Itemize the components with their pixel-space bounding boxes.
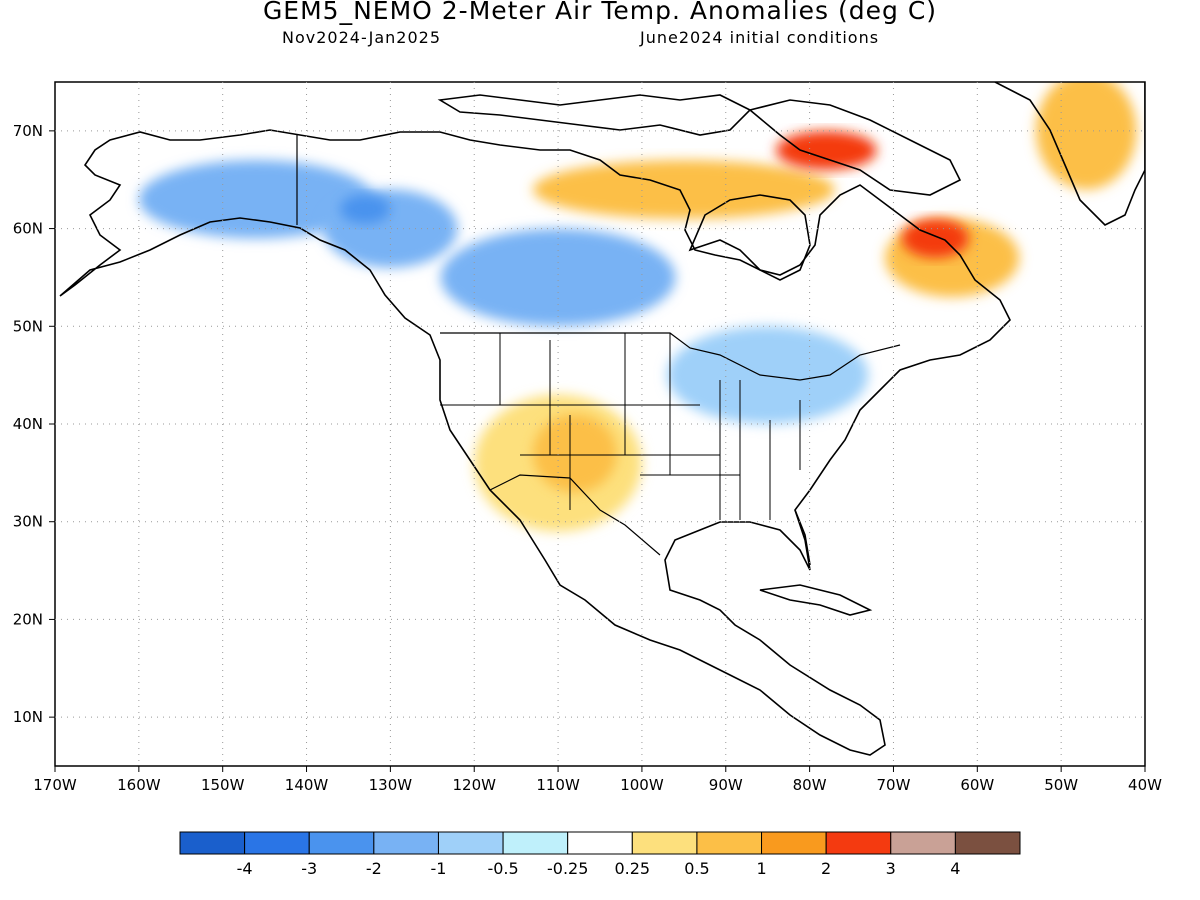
lat-label: 60N [13, 220, 43, 238]
colorbar-swatch [373, 831, 439, 855]
colorbar-label: -1 [430, 859, 446, 878]
lon-label: 50W [1044, 776, 1078, 794]
colorbar-label: -4 [237, 859, 253, 878]
lat-label: 40N [13, 415, 43, 433]
canada-us-border [440, 332, 901, 381]
lon-label: 80W [793, 776, 827, 794]
colorbar-label: 3 [886, 859, 896, 878]
lat-label: 20N [13, 610, 43, 628]
colorbar-swatch [631, 831, 698, 855]
anomaly-region-alaska-yukon-cold [138, 160, 374, 239]
colorbar-swatch [502, 831, 569, 855]
lon-label: 130W [369, 776, 413, 794]
axis-labels: 170W 160W 150W 140W 130W 120W 110W 100W 90W 80W 70… [13, 122, 1162, 794]
colorbar-label: 4 [950, 859, 960, 878]
colorbar-swatch [761, 831, 827, 855]
cuba-coastline [759, 584, 873, 616]
lon-label: 90W [709, 776, 743, 794]
north-america-coastline [59, 129, 1011, 756]
baffin-coastline [748, 99, 962, 196]
lat-label: 70N [13, 122, 43, 140]
lon-label: 150W [201, 776, 245, 794]
colorbar-label: -2 [366, 859, 382, 878]
graticule [49, 82, 1146, 772]
colorbar-swatch [308, 831, 375, 855]
colorbar-swatch [890, 831, 956, 855]
colorbar-swatch [244, 831, 310, 855]
lat-label: 50N [13, 317, 43, 335]
forecast-period: Nov2024-Jan2025 [282, 28, 441, 47]
colorbar-label: 2 [821, 859, 831, 878]
colorbar-label: 1 [756, 859, 766, 878]
anomaly-region-canada-arctic-warm [532, 160, 835, 219]
colorbar-label: -0.25 [547, 859, 588, 878]
map-title: GEM5_NEMO 2-Meter Air Temp. Anomalies (d… [262, 0, 938, 25]
lon-label: 160W [117, 776, 161, 794]
colorbar-swatch [696, 831, 763, 855]
colorbar-label: -3 [301, 859, 317, 878]
anomaly-region-greenland-warm [1036, 82, 1137, 190]
lon-label: 70W [877, 776, 911, 794]
colorbar-swatch [437, 831, 504, 855]
lat-label: 30N [13, 513, 43, 531]
initial-conditions: June2024 initial conditions [640, 28, 880, 47]
greenland-coastline [994, 82, 1145, 226]
lon-label: 40W [1128, 776, 1162, 794]
anomaly-shading [138, 82, 1137, 532]
lon-label: 170W [33, 776, 77, 794]
lon-label: 120W [452, 776, 496, 794]
lon-label: 140W [285, 776, 329, 794]
coastlines [59, 82, 1145, 756]
lon-label: 60W [960, 776, 994, 794]
us-mexico-border [489, 474, 661, 556]
anomaly-region-yukon-core-cold [340, 194, 391, 224]
anomaly-region-great-lakes-cool [667, 326, 869, 424]
arctic-islands [437, 94, 752, 136]
anomaly-region-prairies-cold [440, 228, 676, 327]
colorbar-swatch [825, 831, 892, 855]
colorbar-swatch [179, 831, 246, 855]
colorbar-label: 0.5 [684, 859, 709, 878]
colorbar-label: 0.25 [614, 859, 650, 878]
anomaly-region-four-corners-warm [532, 414, 617, 493]
colorbar-swatch [954, 831, 1021, 855]
colorbar-swatch [567, 831, 633, 855]
lon-label: 100W [620, 776, 664, 794]
colorbar: -4 -3 -2 -1 -0.5 -0.25 0.25 0.5 1 2 3 4 [179, 831, 1021, 878]
anomaly-region-baffin-hot [776, 130, 877, 170]
lat-label: 10N [13, 708, 43, 726]
state-borders [440, 333, 801, 520]
lon-label: 110W [536, 776, 580, 794]
colorbar-label: -0.5 [487, 859, 518, 878]
gulf-florida [794, 509, 811, 566]
